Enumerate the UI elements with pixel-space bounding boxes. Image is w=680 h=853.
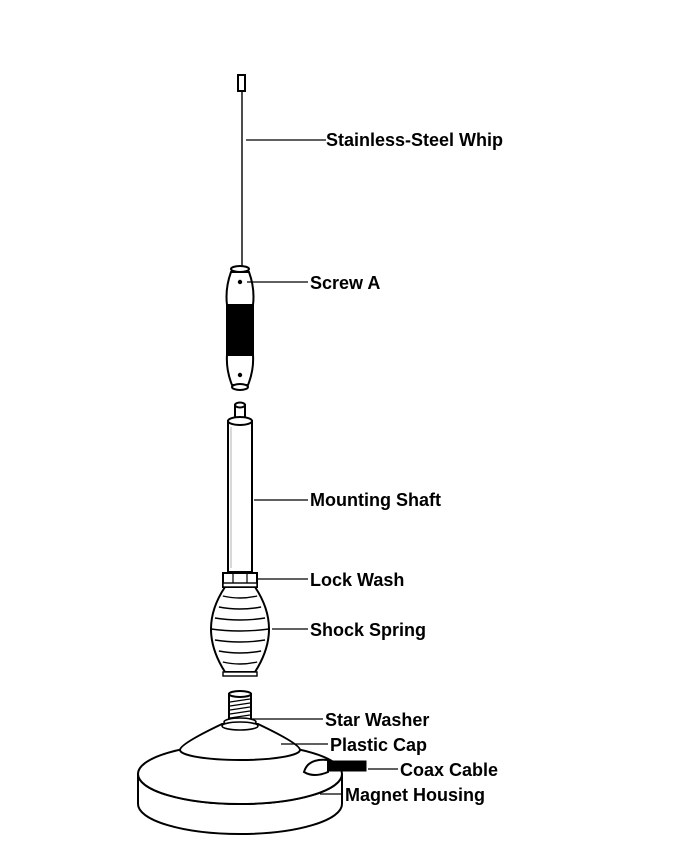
label-coax: Coax Cable xyxy=(400,760,498,781)
label-cap: Plastic Cap xyxy=(330,735,427,756)
label-magnet: Magnet Housing xyxy=(345,785,485,806)
label-spring: Shock Spring xyxy=(310,620,426,641)
label-lock_wash: Lock Wash xyxy=(310,570,404,591)
label-whip: Stainless-Steel Whip xyxy=(326,130,503,151)
label-star: Star Washer xyxy=(325,710,429,731)
label-screw_a: Screw A xyxy=(310,273,380,294)
label-shaft: Mounting Shaft xyxy=(310,490,441,511)
